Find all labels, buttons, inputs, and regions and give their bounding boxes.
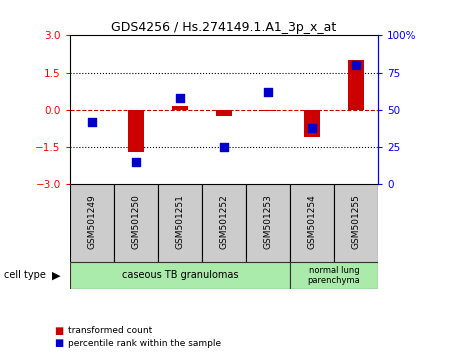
Text: GSM501254: GSM501254 <box>307 194 316 249</box>
Text: percentile rank within the sample: percentile rank within the sample <box>68 339 220 348</box>
Bar <box>290 184 334 262</box>
Bar <box>246 184 290 262</box>
Point <box>220 144 228 150</box>
Point <box>352 62 360 68</box>
Bar <box>70 184 114 262</box>
Bar <box>172 106 188 110</box>
Bar <box>304 110 320 137</box>
Text: GSM501255: GSM501255 <box>351 194 360 249</box>
Text: ■: ■ <box>54 338 63 348</box>
Point <box>176 95 184 101</box>
Text: ▶: ▶ <box>52 270 60 280</box>
Point <box>88 119 95 125</box>
Point <box>132 159 140 165</box>
Title: GDS4256 / Hs.274149.1.A1_3p_x_at: GDS4256 / Hs.274149.1.A1_3p_x_at <box>111 21 337 34</box>
Bar <box>348 60 364 110</box>
Bar <box>334 184 378 262</box>
Text: GSM501252: GSM501252 <box>220 194 228 249</box>
Bar <box>202 184 246 262</box>
Bar <box>260 110 275 111</box>
Text: ■: ■ <box>54 326 63 336</box>
Text: GSM501253: GSM501253 <box>263 194 272 249</box>
Bar <box>216 110 232 116</box>
Bar <box>290 262 378 289</box>
Bar <box>114 184 158 262</box>
Bar <box>70 262 290 289</box>
Text: GSM501251: GSM501251 <box>176 194 184 249</box>
Text: transformed count: transformed count <box>68 326 152 336</box>
Bar <box>128 110 144 152</box>
Text: cell type: cell type <box>4 270 46 280</box>
Point <box>264 89 271 95</box>
Text: normal lung
parenchyma: normal lung parenchyma <box>308 266 360 285</box>
Text: caseous TB granulomas: caseous TB granulomas <box>122 270 238 280</box>
Point <box>308 125 315 130</box>
Bar <box>158 184 202 262</box>
Text: GSM501249: GSM501249 <box>87 194 96 249</box>
Text: GSM501250: GSM501250 <box>131 194 140 249</box>
